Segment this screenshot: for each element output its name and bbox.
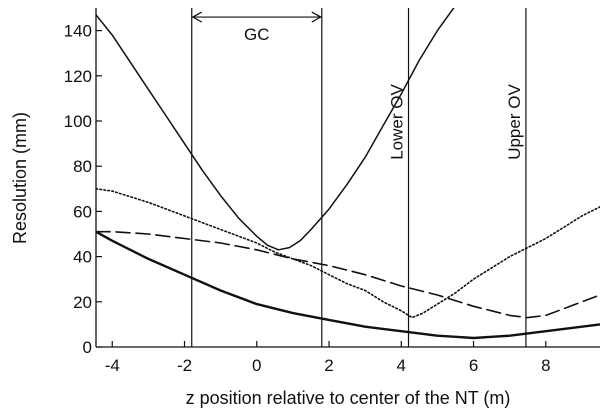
x-tick-label: -2 (177, 356, 192, 375)
annotations: GC (191, 11, 323, 44)
region-label: Lower OV (388, 84, 407, 160)
x-axis-title: z position relative to center of the NT … (186, 388, 511, 408)
series-line-solid-thin (96, 8, 455, 251)
x-tick-label: 2 (324, 356, 333, 375)
x-tick-label: 0 (252, 356, 261, 375)
series-line-dashed (96, 230, 600, 319)
series-line-dotted (96, 188, 600, 319)
y-ticks: 0 20 40 60 80 100 120 140 (64, 22, 102, 357)
data-layer (96, 8, 600, 340)
x-tick-label: -4 (105, 356, 120, 375)
x-tick-label: 6 (469, 356, 478, 375)
y-tick-label: 0 (83, 338, 92, 357)
y-tick-label: 80 (73, 157, 92, 176)
gc-arrowhead-left (191, 11, 203, 23)
y-tick-label: 60 (73, 202, 92, 221)
y-tick-label: 40 (73, 248, 92, 267)
region-label: Upper OV (505, 84, 524, 160)
y-tick-label: 120 (64, 67, 92, 86)
y-tick-label: 20 (73, 293, 92, 312)
series-line-solid-thick (96, 230, 600, 340)
y-axis-title: Resolution (mm) (10, 112, 30, 244)
plot-frame (95, 8, 600, 348)
x-tick-label: 4 (397, 356, 406, 375)
y-tick-label: 100 (64, 112, 92, 131)
vertical-lines: Lower OV Upper OV (191, 8, 527, 347)
y-tick-label: 140 (64, 22, 92, 41)
gc-arrowhead-right (311, 11, 323, 23)
gc-label: GC (244, 25, 270, 44)
x-tick-label: 8 (541, 356, 550, 375)
x-ticks: -4 -2 0 2 4 6 8 (105, 341, 551, 375)
